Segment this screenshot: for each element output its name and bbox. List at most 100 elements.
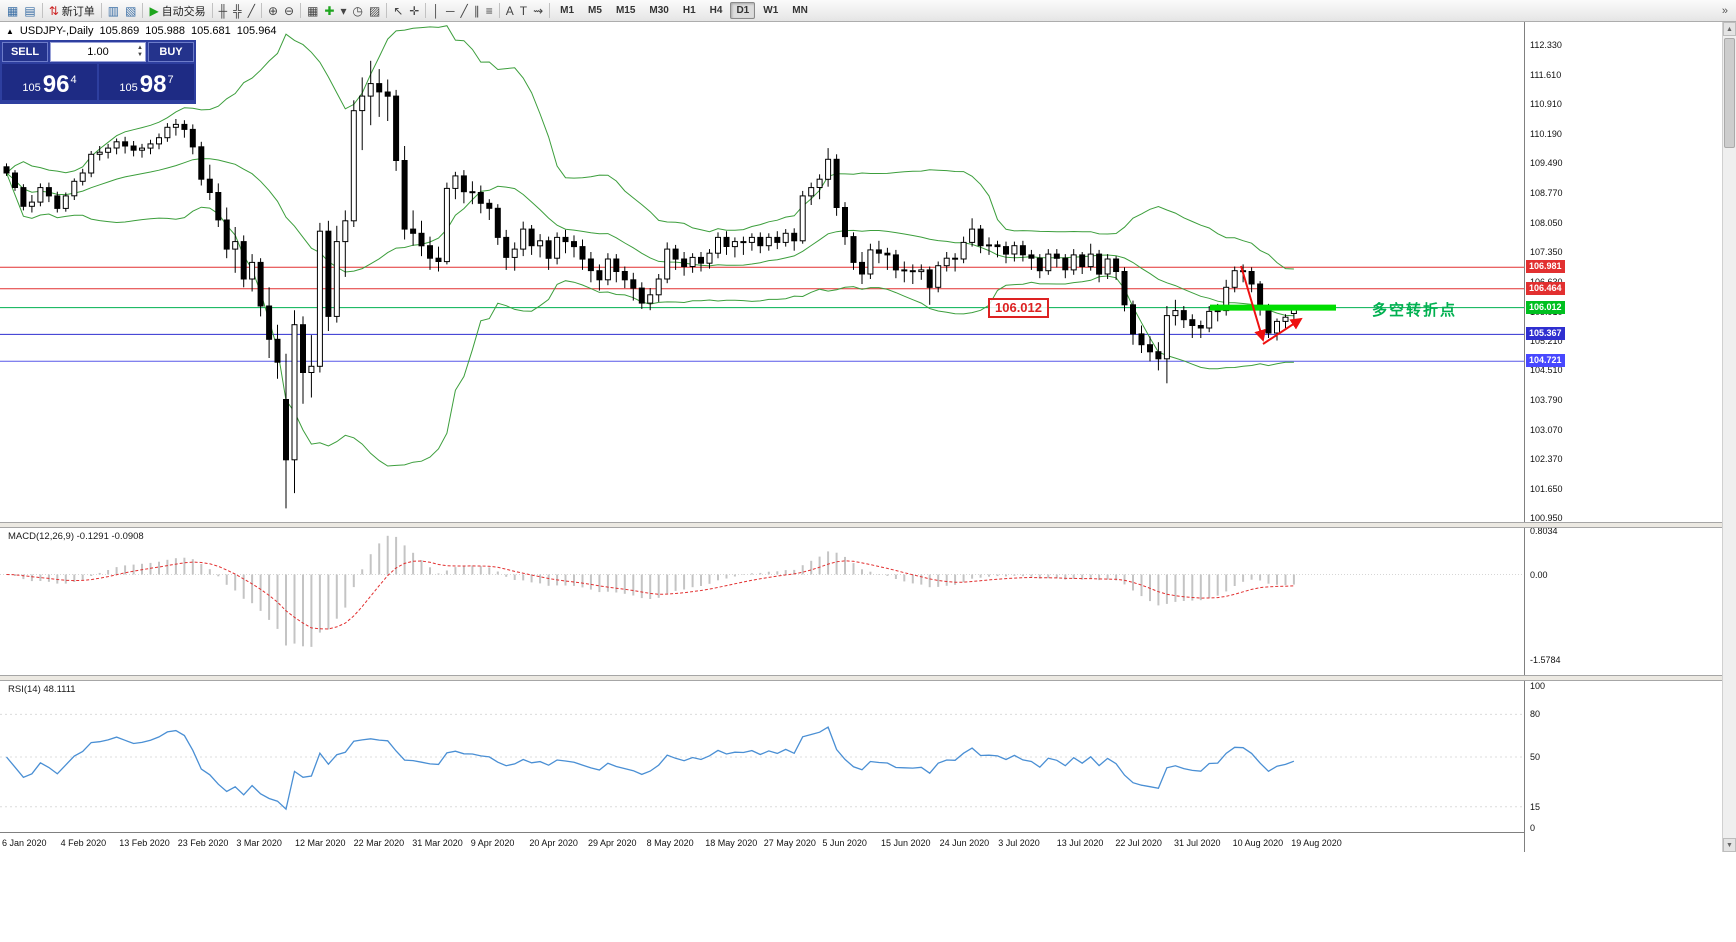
macd-chart-canvas[interactable] <box>0 528 1524 675</box>
timeframe-button-m15[interactable]: M15 <box>615 5 636 16</box>
date-label: 27 May 2020 <box>763 838 816 848</box>
indicators-button[interactable]: ✚ <box>321 2 337 20</box>
horizontal-line-button[interactable]: ─ <box>443 2 458 20</box>
lot-up-icon[interactable]: ▲ <box>137 45 143 51</box>
indicators-dropdown[interactable]: ▾ <box>337 2 349 20</box>
periods-button-icon: ◷ <box>352 3 363 18</box>
zoom-out-button[interactable]: ⊖ <box>281 2 297 20</box>
price-tick: 103.790 <box>1530 394 1563 405</box>
timeframe-button-m5[interactable]: M5 <box>588 5 602 16</box>
collapse-panel-icon[interactable]: ▲ <box>6 26 14 36</box>
new-chart-button[interactable]: ▦ <box>4 2 21 20</box>
channel-button[interactable]: ∥ <box>471 2 483 20</box>
ohlc-low: 105.681 <box>191 25 231 37</box>
fibonacci-button[interactable]: ≡ <box>483 2 496 20</box>
market-watch-button[interactable]: ▥ <box>105 2 122 20</box>
price-tick: 102.370 <box>1530 453 1563 464</box>
lot-size-input[interactable]: 1.00 ▲ ▼ <box>50 42 146 62</box>
sell-button[interactable]: SELL <box>2 42 48 62</box>
candlestick-button[interactable]: ╬ <box>230 2 245 20</box>
price-annotation-label[interactable]: 106.012 <box>988 297 1049 318</box>
arrows-button-icon: ⇝ <box>533 3 544 18</box>
macd-scale-label: 0.00 <box>1530 569 1548 580</box>
vertical-scrollbar[interactable]: ▲ ▼ <box>1722 22 1736 852</box>
date-label: 6 Jan 2020 <box>2 838 47 848</box>
panel-splitter[interactable] <box>0 675 1722 681</box>
price-tick: 108.050 <box>1530 217 1563 228</box>
text-label-button-icon: T <box>519 3 528 18</box>
zoom-in-button[interactable]: ⊕ <box>265 2 281 20</box>
toolbar-separator <box>386 3 388 18</box>
rsi-scale-label: 80 <box>1530 709 1541 720</box>
rsi-scale-label: 100 <box>1530 681 1546 691</box>
price-tick: 104.510 <box>1530 365 1563 376</box>
main-chart-canvas[interactable] <box>0 22 1524 522</box>
buy-price-display[interactable]: 105 98 7 <box>99 64 194 100</box>
timeframe-button-m30[interactable]: M30 <box>649 5 669 16</box>
rsi-line <box>6 726 1295 811</box>
toolbar-separator <box>498 3 500 18</box>
periods-button[interactable]: ◷ <box>350 2 366 20</box>
line-chart-button[interactable]: ╱ <box>245 2 258 20</box>
sell-price-sup: 4 <box>70 74 77 86</box>
scroll-up-button[interactable]: ▲ <box>1723 22 1736 36</box>
new-order-button[interactable]: ⇅ 新订单 <box>46 2 98 20</box>
buy-price-big: 98 <box>139 71 167 98</box>
cursor-button[interactable]: ↖ <box>390 2 406 20</box>
text-button[interactable]: A <box>503 2 517 20</box>
arrows-button[interactable]: ⇝ <box>530 2 546 20</box>
scrollbar-thumb[interactable] <box>1724 38 1735 148</box>
time-axis[interactable]: 6 Jan 2020 4 Feb 2020 13 Feb 2020 23 Feb 20… <box>0 832 1722 852</box>
date-label: 10 Aug 2020 <box>1232 838 1284 848</box>
toolbar: ▦ ▤ ⇅ 新订单 ▥ ▧ ▶ 自动交易 ╫ ╬ ╱ ⊕ ⊖ ▦ ✚ ▾ ◷ ▨ ↖ ✛ │ ─ ╱ ∥ ≡ A T ⇝ M1 M5 M15… <box>0 0 1736 22</box>
timeframe-button-h4[interactable]: H4 <box>709 5 723 16</box>
timeframe-button-w1[interactable]: W1 <box>763 5 779 16</box>
vertical-line-button[interactable]: │ <box>429 2 443 20</box>
templates-button[interactable]: ▨ <box>366 2 383 20</box>
profiles-button[interactable]: ▤ <box>21 2 38 20</box>
indicators-button-icon: ✚ <box>324 3 335 18</box>
rsi-chart-canvas[interactable] <box>0 681 1524 832</box>
date-label: 20 Apr 2020 <box>529 838 578 848</box>
rsi-scale-label: 50 <box>1530 752 1541 762</box>
timeframe-button-h1[interactable]: H1 <box>682 5 696 16</box>
red-up-arrow[interactable] <box>1262 317 1303 345</box>
new-chart-button-icon: ▦ <box>7 3 19 18</box>
toolbar-overflow-button[interactable]: » <box>1721 4 1728 17</box>
sell-price-big: 96 <box>42 71 70 98</box>
sell-price-prefix: 105 <box>22 82 41 94</box>
crosshair-button[interactable]: ✛ <box>406 2 422 20</box>
red-down-arrow[interactable] <box>1240 265 1266 342</box>
bar-chart-button[interactable]: ╫ <box>216 2 231 20</box>
ohlc-high: 105.988 <box>145 25 186 37</box>
price-tick: 107.350 <box>1530 246 1563 257</box>
toolbar-separator <box>41 3 43 18</box>
toolbar-separator <box>100 3 102 18</box>
lot-spinner[interactable]: ▲ ▼ <box>137 45 143 59</box>
market-watch-button-icon: ▥ <box>107 3 120 18</box>
sell-price-display[interactable]: 105 96 4 <box>2 64 97 100</box>
price-tick: 110.910 <box>1530 99 1562 109</box>
scroll-down-button[interactable]: ▼ <box>1723 838 1736 852</box>
date-label: 15 Jun 2020 <box>881 838 931 848</box>
navigator-button[interactable]: ▧ <box>122 2 139 20</box>
date-label: 9 Apr 2020 <box>470 838 515 848</box>
autotrading-button[interactable]: ▶ 自动交易 <box>146 2 208 20</box>
date-label: 22 Jul 2020 <box>1115 838 1162 848</box>
panel-splitter[interactable] <box>0 522 1722 528</box>
lot-down-icon[interactable]: ▼ <box>137 52 143 59</box>
timeframe-button-mn[interactable]: MN <box>792 5 808 16</box>
timeframe-button-m1[interactable]: M1 <box>560 5 575 16</box>
autotrading-button-icon: ▶ <box>149 3 159 18</box>
date-label: 23 Feb 2020 <box>177 838 229 848</box>
text-label-button[interactable]: T <box>517 2 530 20</box>
timeframe-button-d1[interactable]: D1 <box>730 2 756 19</box>
buy-button[interactable]: BUY <box>148 42 194 62</box>
trendline-button[interactable]: ╱ <box>457 2 470 20</box>
price-axis[interactable]: 112.330 111.610 110.910 110.190 109.490 108.7… <box>1524 22 1722 852</box>
macd-indicator-title: MACD(12,26,9) -0.1291 -0.0908 <box>8 531 144 542</box>
profiles-button-icon: ▤ <box>24 3 36 18</box>
tile-windows-button[interactable]: ▦ <box>304 2 321 20</box>
turning-point-annotation[interactable]: 多空转折点 <box>1372 301 1458 319</box>
price-tick: 103.070 <box>1530 424 1563 435</box>
